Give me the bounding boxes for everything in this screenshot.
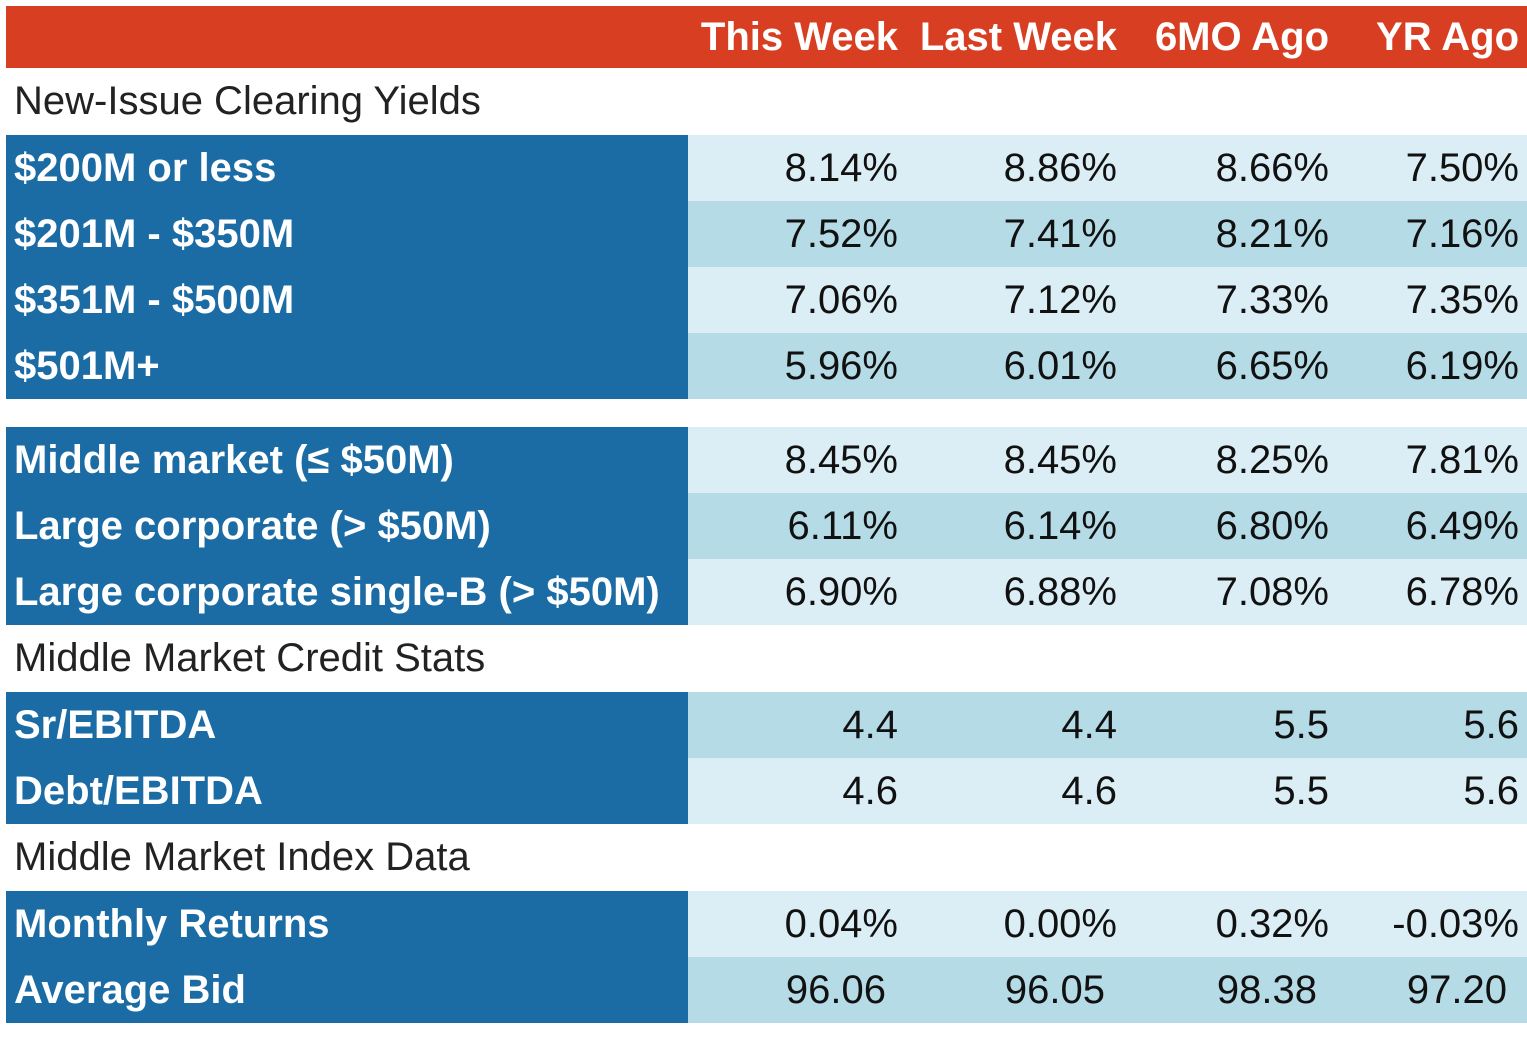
- value-this-week: 6.11%: [787, 504, 898, 548]
- value-last-week: 4.4: [1061, 703, 1117, 747]
- value-this-week: 7.52%: [784, 212, 898, 256]
- col-header-last-week: Last Week: [919, 15, 1117, 59]
- table-row: Sr/EBITDA 4.4 4.4 5.5 5.6: [6, 692, 1527, 758]
- value-last-week: 4.6: [1061, 769, 1117, 813]
- table-row: Monthly Returns 0.04% 0.00% 0.32% -0.03%: [6, 891, 1527, 957]
- value-6mo-ago: 98.38: [1216, 968, 1317, 1012]
- value-last-week: 6.88%: [1003, 570, 1117, 614]
- value-6mo-ago: 7.33%: [1215, 278, 1329, 322]
- value-this-week: 0.04%: [784, 902, 898, 946]
- table-row: Average Bid 96.06 96.05 98.38 97.20: [6, 957, 1527, 1023]
- row-label: Sr/EBITDA: [6, 692, 688, 758]
- row-label: Monthly Returns: [6, 891, 688, 957]
- table-row: Large corporate single-B (> $50M) 6.90% …: [6, 559, 1527, 625]
- value-6mo-ago: 8.66%: [1215, 146, 1329, 190]
- section-label: Middle Market Index Data: [14, 835, 470, 879]
- table-row: $501M+ 5.96% 6.01% 6.65% 6.19%: [6, 333, 1527, 399]
- value-6mo-ago: 8.25%: [1215, 438, 1329, 482]
- section-label: New-Issue Clearing Yields: [14, 79, 481, 123]
- value-yr-ago: 7.50%: [1405, 146, 1519, 190]
- value-this-week: 4.4: [842, 703, 898, 747]
- table-row: Middle market (≤ $50M) 8.45% 8.45% 8.25%…: [6, 427, 1527, 493]
- value-last-week: 96.05: [1004, 968, 1105, 1012]
- value-6mo-ago: 6.65%: [1215, 344, 1329, 388]
- value-last-week: 7.12%: [1003, 278, 1117, 322]
- value-last-week: 8.86%: [1003, 146, 1117, 190]
- table-row: $200M or less 8.14% 8.86% 8.66% 7.50%: [6, 135, 1527, 201]
- value-yr-ago: 5.6: [1463, 769, 1519, 813]
- value-last-week: 6.01%: [1003, 344, 1117, 388]
- table-row: $351M - $500M 7.06% 7.12% 7.33% 7.35%: [6, 267, 1527, 333]
- section-title-new-issue: New-Issue Clearing Yields: [6, 68, 1527, 135]
- section-spacer: [6, 399, 1527, 427]
- row-label: Average Bid: [6, 957, 688, 1023]
- value-6mo-ago: 6.80%: [1215, 504, 1329, 548]
- value-6mo-ago: 5.5: [1273, 769, 1329, 813]
- col-header-6mo-ago: 6MO Ago: [1154, 15, 1329, 59]
- value-this-week: 8.45%: [784, 438, 898, 482]
- row-label: Large corporate single-B (> $50M): [6, 559, 688, 625]
- value-yr-ago: 7.35%: [1405, 278, 1519, 322]
- value-this-week: 96.06: [785, 968, 886, 1012]
- value-last-week: 7.41%: [1003, 212, 1117, 256]
- value-this-week: 4.6: [842, 769, 898, 813]
- table-row: Debt/EBITDA 4.6 4.6 5.5 5.6: [6, 758, 1527, 824]
- section-title-credit-stats: Middle Market Credit Stats: [6, 625, 1527, 692]
- value-last-week: 8.45%: [1003, 438, 1117, 482]
- value-yr-ago: 97.20: [1406, 968, 1507, 1012]
- row-label: Middle market (≤ $50M): [6, 427, 688, 493]
- col-header-this-week: This Week: [700, 15, 898, 59]
- value-last-week: 6.14%: [1003, 504, 1117, 548]
- value-last-week: 0.00%: [1003, 902, 1117, 946]
- value-this-week: 5.96%: [784, 344, 898, 388]
- row-label: $201M - $350M: [6, 201, 688, 267]
- row-label: $351M - $500M: [6, 267, 688, 333]
- value-6mo-ago: 7.08%: [1215, 570, 1329, 614]
- value-yr-ago: 7.16%: [1405, 212, 1519, 256]
- value-yr-ago: -0.03%: [1392, 902, 1519, 946]
- row-label: Debt/EBITDA: [6, 758, 688, 824]
- value-this-week: 6.90%: [784, 570, 898, 614]
- col-header-yr-ago: YR Ago: [1376, 15, 1519, 59]
- table-row: Large corporate (> $50M) 6.11% 6.14% 6.8…: [6, 493, 1527, 559]
- row-label: Large corporate (> $50M): [6, 493, 688, 559]
- table-row: $201M - $350M 7.52% 7.41% 8.21% 7.16%: [6, 201, 1527, 267]
- leveraged-loan-table: This Week Last Week 6MO Ago YR Ago New-I…: [6, 6, 1527, 1023]
- value-yr-ago: 6.49%: [1405, 504, 1519, 548]
- value-yr-ago: 6.78%: [1405, 570, 1519, 614]
- section-label: Middle Market Credit Stats: [14, 636, 486, 680]
- value-yr-ago: 6.19%: [1405, 344, 1519, 388]
- value-6mo-ago: 8.21%: [1215, 212, 1329, 256]
- row-label: $200M or less: [6, 135, 688, 201]
- value-this-week: 8.14%: [784, 146, 898, 190]
- section-title-index-data: Middle Market Index Data: [6, 824, 1527, 891]
- value-yr-ago: 7.81%: [1405, 438, 1519, 482]
- table-header: This Week Last Week 6MO Ago YR Ago: [6, 6, 1527, 68]
- value-yr-ago: 5.6: [1463, 703, 1519, 747]
- value-6mo-ago: 0.32%: [1215, 902, 1329, 946]
- value-6mo-ago: 5.5: [1273, 703, 1329, 747]
- value-this-week: 7.06%: [784, 278, 898, 322]
- row-label: $501M+: [6, 333, 688, 399]
